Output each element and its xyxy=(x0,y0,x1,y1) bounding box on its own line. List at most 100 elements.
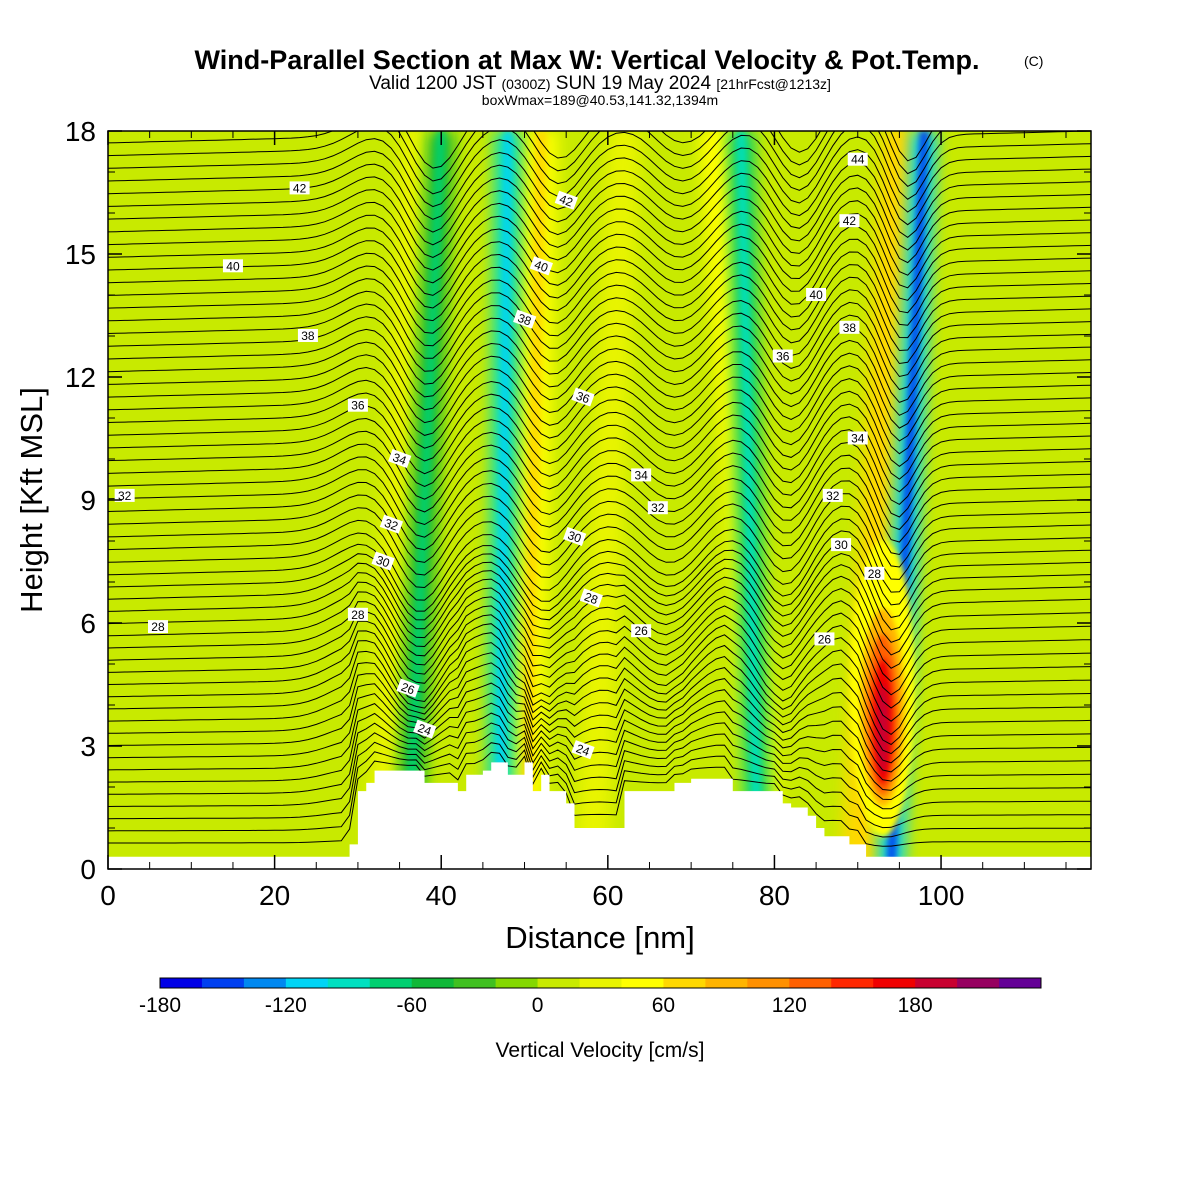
contour-label-30: 24 xyxy=(413,719,437,739)
isentrope-line xyxy=(108,614,1091,709)
isentrope-line xyxy=(108,672,1091,773)
isentrope-line xyxy=(108,416,1091,500)
contour-label-3: 42 xyxy=(839,214,860,228)
colorbar-swatch xyxy=(705,978,748,988)
colorbar-swatch xyxy=(621,978,664,988)
title-copyright-mark: (C) xyxy=(1024,53,1043,69)
isentrope-line xyxy=(108,454,1091,538)
colorbar-tick-label: -120 xyxy=(265,994,307,1017)
isentrope-line xyxy=(405,131,933,169)
terrain xyxy=(108,762,1091,869)
contour-label-28: 26 xyxy=(631,624,652,638)
contour-label-text: 24 xyxy=(574,741,592,759)
contour-label-text: 32 xyxy=(826,489,840,503)
contour-label-16: 32 xyxy=(114,488,135,503)
isentrope-line xyxy=(108,276,1091,359)
isentrope-line xyxy=(108,642,1091,746)
isentrope-line xyxy=(108,149,1091,233)
contour-label-text: 26 xyxy=(818,632,832,646)
contour-label-box xyxy=(839,320,860,334)
contour-label-15: 34 xyxy=(847,431,868,446)
isentrope-line xyxy=(108,174,1091,259)
colorbar-tick-label: 120 xyxy=(772,994,807,1017)
colorbar-swatch xyxy=(873,978,916,988)
contour-label-box xyxy=(563,526,587,546)
contour-label-box xyxy=(388,449,412,469)
isentrope-line xyxy=(108,493,1091,576)
contour-label-box xyxy=(371,551,395,571)
isentrope-line xyxy=(108,136,1091,220)
y-tick-label: 9 xyxy=(80,485,96,516)
colorbar-swatch xyxy=(369,978,413,988)
contour-label-text: 36 xyxy=(776,350,790,364)
colorbar-tick-label: -60 xyxy=(397,994,427,1017)
isentrope-line xyxy=(108,518,1091,601)
contour-label-box xyxy=(864,566,885,580)
contour-label-text: 34 xyxy=(634,468,648,482)
contour-label-5: 40 xyxy=(529,256,553,276)
contour-label-text: 30 xyxy=(374,553,392,571)
contour-label-box xyxy=(114,488,135,502)
contour-label-19: 32 xyxy=(822,488,843,503)
contour-label-7: 38 xyxy=(297,329,318,343)
contour-label-box xyxy=(529,256,553,276)
isentrope-line xyxy=(108,564,1091,643)
contour-label-box xyxy=(396,678,420,698)
colorbar-tick-label: 60 xyxy=(652,994,675,1017)
contour-label-text: 28 xyxy=(351,608,365,622)
contour-label-23: 28 xyxy=(147,620,168,634)
contour-label-box xyxy=(847,431,868,445)
colorbar-swatch xyxy=(160,978,203,988)
contour-label-24: 28 xyxy=(347,607,368,622)
contour-label-text: 40 xyxy=(533,257,551,275)
y-tick-label: 0 xyxy=(80,854,96,885)
contour-label-text: 30 xyxy=(834,538,848,552)
isentrope-line xyxy=(108,586,1091,669)
isentrope-line xyxy=(108,314,1091,398)
isentrope-line xyxy=(108,712,1091,810)
contour-label-box xyxy=(571,387,595,407)
colorbar-swatch xyxy=(453,978,497,988)
chart-subtitle: Valid 1200 JST (0300Z) SUN 19 May 2024 [… xyxy=(369,73,831,94)
isentrope-line xyxy=(108,722,1091,819)
updraft-band-core-4 xyxy=(584,131,631,869)
isentrope-line xyxy=(108,352,1091,436)
contour-label-11: 36 xyxy=(571,387,595,407)
colorbar-swatch xyxy=(747,978,790,988)
contour-label-4: 40 xyxy=(222,259,243,273)
contour-label-box xyxy=(297,329,318,342)
subtitle-date: SUN 19 May 2024 xyxy=(551,73,717,94)
plot-area: 42 42 44 42 40 40 40 38 38 38 36 36 36 34 34 34 32 32 32 32… xyxy=(108,131,1091,869)
colorbar-swatch xyxy=(789,978,832,988)
contour-label-box xyxy=(839,214,860,228)
isentrope-line xyxy=(108,692,1091,791)
isentrope-line xyxy=(108,595,1091,683)
isentrope-line xyxy=(108,213,1091,296)
contour-label-21: 30 xyxy=(563,526,587,546)
contour-label-text: 38 xyxy=(516,311,534,329)
y-axis-title: Height [Kft MSL] xyxy=(14,387,49,613)
contour-label-box xyxy=(831,538,852,552)
y-tick-label: 3 xyxy=(80,731,96,762)
contour-label-text: 32 xyxy=(118,489,132,503)
contour-label-0: 42 xyxy=(289,181,310,195)
contour-label-13: 34 xyxy=(388,449,412,469)
isentrope-line xyxy=(108,289,1091,372)
contour-label-box xyxy=(289,181,310,195)
contour-label-17: 32 xyxy=(379,514,404,534)
isentrope-labels: 42 42 44 42 40 40 40 38 38 38 36 36 36 34 34 34 32 32 32 32… xyxy=(114,152,885,760)
contour-label-box xyxy=(513,309,537,329)
colorbar-swatch xyxy=(411,978,455,988)
contour-label-text: 36 xyxy=(351,399,365,413)
contour-label-6: 40 xyxy=(806,288,827,302)
isentropes xyxy=(108,131,1091,847)
isentrope-line xyxy=(108,365,1091,449)
isentrope-line xyxy=(108,339,1091,424)
contour-label-box xyxy=(806,288,827,301)
isentrope-line xyxy=(108,467,1091,551)
contour-label-box xyxy=(347,607,368,621)
isentrope-line xyxy=(108,441,1091,526)
downdraft-band-core-1 xyxy=(494,131,513,869)
